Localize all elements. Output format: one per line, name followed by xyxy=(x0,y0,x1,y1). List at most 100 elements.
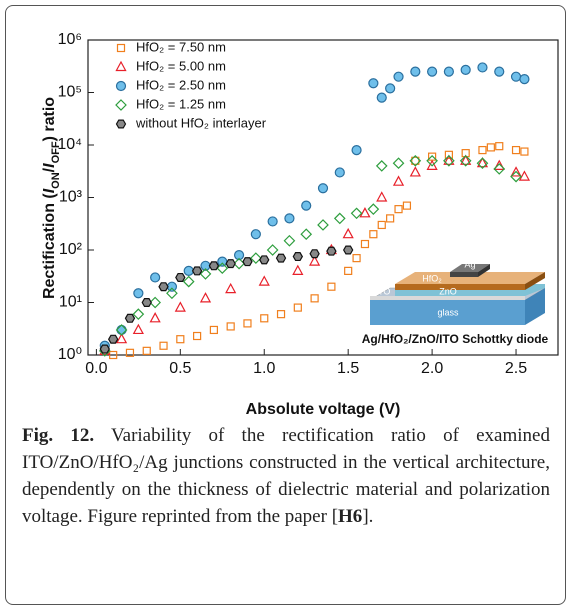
inset-label: Ag xyxy=(464,259,475,269)
inset-label: ITO xyxy=(376,286,391,296)
x-tick-label: 0.0 xyxy=(85,360,107,377)
data-point xyxy=(216,262,229,275)
data-point xyxy=(459,154,472,167)
data-point xyxy=(477,62,488,73)
y-label-subscript: ON xyxy=(50,172,62,189)
data-point xyxy=(342,227,354,239)
legend-marker xyxy=(115,99,127,111)
data-point xyxy=(309,255,321,266)
data-point xyxy=(149,296,161,309)
data-point xyxy=(333,212,346,225)
data-point xyxy=(260,314,269,323)
data-point xyxy=(174,301,186,312)
data-point xyxy=(267,216,278,227)
data-point xyxy=(486,143,495,152)
legend-marker xyxy=(115,119,127,129)
data-point xyxy=(460,154,472,165)
caption-label: Fig. 12. xyxy=(22,425,95,446)
data-point xyxy=(226,322,235,331)
data-point xyxy=(411,156,420,165)
data-point xyxy=(493,163,506,175)
y-tick-label: 10⁴ xyxy=(57,136,82,153)
x-tick-label: 1.5 xyxy=(337,360,359,377)
data-point xyxy=(317,219,329,231)
x-tick-label: 1.0 xyxy=(253,360,275,377)
data-point xyxy=(166,281,178,292)
data-point xyxy=(510,71,522,82)
data-point xyxy=(233,249,245,261)
data-point xyxy=(199,268,212,280)
data-point xyxy=(317,183,329,194)
data-point xyxy=(494,66,505,77)
data-point xyxy=(116,324,127,336)
data-point xyxy=(309,249,320,259)
data-point xyxy=(132,323,144,335)
y-label-part: Rectification ( xyxy=(41,193,58,299)
data-point xyxy=(443,66,454,77)
chart: Rectification (ION/IOFF) ratio Absolute … xyxy=(41,31,559,418)
data-point xyxy=(342,245,354,255)
data-point xyxy=(402,201,412,210)
data-point xyxy=(124,313,136,323)
data-point xyxy=(158,282,169,292)
y-label-part: I xyxy=(41,163,58,168)
data-point xyxy=(292,252,304,262)
y-label-part: ) ratio xyxy=(41,97,58,142)
data-point xyxy=(292,264,304,275)
data-point xyxy=(360,239,370,249)
y-tick-label: 10³ xyxy=(59,189,83,206)
data-point xyxy=(225,259,236,269)
data-point xyxy=(518,170,531,181)
data-point xyxy=(150,272,161,283)
data-point xyxy=(141,298,152,307)
data-point xyxy=(191,266,203,276)
data-point xyxy=(258,275,270,286)
data-point xyxy=(344,266,353,275)
data-point xyxy=(392,175,405,186)
data-point xyxy=(368,78,379,89)
data-point xyxy=(275,253,287,263)
data-point xyxy=(443,154,455,165)
data-point xyxy=(427,66,438,77)
data-point xyxy=(393,71,404,82)
data-point xyxy=(369,230,378,239)
data-point xyxy=(182,275,195,288)
x-axis-label: Absolute voltage (V) xyxy=(246,401,401,418)
data-point xyxy=(493,159,505,170)
inset-label: HfO₂ xyxy=(422,273,442,283)
y-axis-label: Rectification (ION/IOFF) ratio xyxy=(41,97,62,299)
data-point xyxy=(476,156,489,168)
data-point xyxy=(166,287,178,300)
data-point xyxy=(217,256,228,267)
data-point xyxy=(519,73,530,85)
data-point xyxy=(510,166,522,177)
legend-marker xyxy=(116,43,126,53)
data-point xyxy=(175,272,186,282)
data-point xyxy=(386,214,395,223)
data-point xyxy=(352,254,361,263)
data-point xyxy=(394,205,403,214)
data-point xyxy=(301,200,312,211)
data-point xyxy=(259,255,270,265)
data-point xyxy=(410,66,421,77)
data-point xyxy=(375,160,388,172)
y-tick-label: 10⁵ xyxy=(58,84,82,101)
data-point xyxy=(367,203,380,215)
data-point xyxy=(376,191,388,202)
legend-label: without HfO₂ interlayer xyxy=(135,115,267,130)
data-point xyxy=(99,344,110,354)
inset-diagram xyxy=(369,264,546,325)
data-point xyxy=(159,341,168,350)
data-point xyxy=(283,234,296,247)
inset-label: glass xyxy=(437,307,459,317)
data-point xyxy=(326,246,337,256)
data-point xyxy=(193,331,202,341)
data-point xyxy=(443,154,455,167)
data-point xyxy=(242,257,253,267)
caption-text: Variability of the rectification ratio o… xyxy=(22,425,550,527)
data-point xyxy=(310,294,319,303)
data-point xyxy=(334,167,345,178)
data-point xyxy=(376,92,387,103)
data-point xyxy=(176,335,185,344)
data-point xyxy=(351,144,362,156)
